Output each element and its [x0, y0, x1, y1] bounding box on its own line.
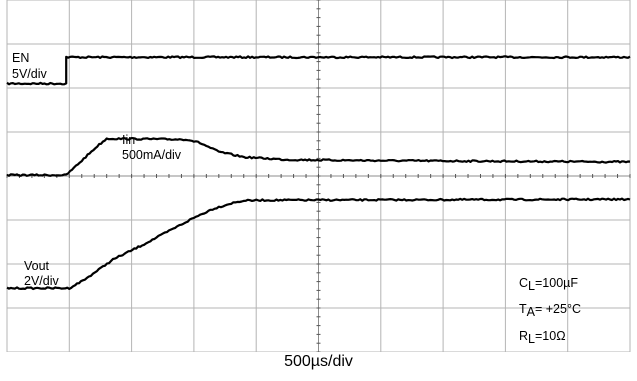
vout-channel-label: Vout — [24, 259, 49, 274]
vout-scale-label: 2V/div — [24, 274, 59, 289]
en-channel-label: EN — [12, 51, 29, 66]
iin-scale-label: 500mA/div — [122, 148, 181, 163]
oscilloscope-plot — [0, 0, 637, 352]
load-capacitance-label: CL=100µF — [519, 276, 578, 291]
grid — [7, 0, 630, 352]
ambient-temperature-label: TA= +25°C — [519, 302, 581, 317]
load-resistance-label: RL=10Ω — [519, 329, 566, 344]
timebase-label: 500µs/div — [0, 352, 637, 372]
en-scale-label: 5V/div — [12, 67, 47, 82]
iin-channel-label: Iin — [122, 133, 135, 148]
